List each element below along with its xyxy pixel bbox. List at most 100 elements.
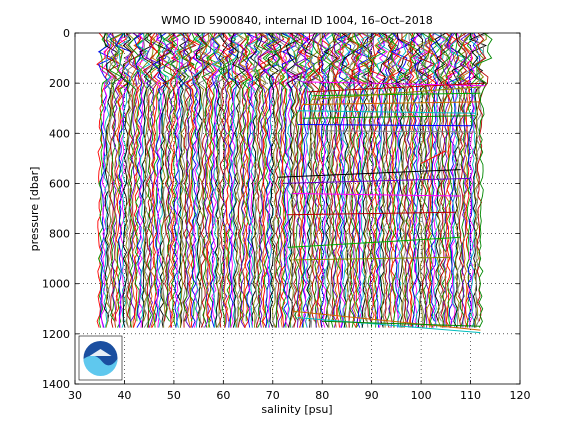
y-tick-label: 1200 xyxy=(42,328,70,341)
profile-line xyxy=(111,33,126,328)
y-tick-label: 400 xyxy=(49,127,70,140)
profile-line xyxy=(336,33,352,328)
y-tick-label: 1000 xyxy=(42,278,70,291)
x-tick-label: 120 xyxy=(510,389,531,402)
profile-line xyxy=(96,33,111,328)
profile-line xyxy=(376,33,393,322)
outlier-line xyxy=(322,130,476,133)
profile-line xyxy=(182,33,200,328)
profile-line xyxy=(335,33,350,328)
outlier-line xyxy=(282,177,471,184)
outlier-line xyxy=(287,236,461,248)
profile-line xyxy=(367,33,380,328)
profile-line xyxy=(416,33,432,322)
outlier-line xyxy=(292,310,481,331)
profile-line xyxy=(249,33,265,322)
profile-line xyxy=(134,33,148,322)
profile-line xyxy=(386,33,401,322)
x-axis-title: salinity [psu] xyxy=(261,403,332,416)
profile-line xyxy=(246,33,263,328)
profile-line xyxy=(352,33,370,328)
profile-line xyxy=(174,33,189,328)
y-tick-label: 600 xyxy=(49,177,70,190)
profile-line xyxy=(142,33,159,328)
profile-line xyxy=(143,33,157,328)
profile-line xyxy=(211,33,228,328)
profile-line xyxy=(186,33,201,328)
profile-line xyxy=(230,33,246,328)
profile-line xyxy=(163,33,179,322)
profile-line xyxy=(473,33,487,328)
profile-line xyxy=(156,33,171,328)
profile-line xyxy=(361,33,376,328)
outlier-line xyxy=(277,169,461,178)
data-series-group xyxy=(96,33,493,334)
profile-line xyxy=(199,33,213,328)
profile-line xyxy=(476,33,493,328)
y-tick-label: 200 xyxy=(49,77,70,90)
profile-line xyxy=(150,33,165,328)
profile-line xyxy=(130,33,145,328)
profile-line xyxy=(434,33,447,322)
profile-line xyxy=(279,33,294,328)
outlier-line xyxy=(302,101,481,105)
outlier-line xyxy=(297,110,476,114)
profile-line xyxy=(369,33,387,322)
profile-line xyxy=(114,33,130,328)
axes-frame xyxy=(74,32,521,385)
noaa-logo xyxy=(78,335,123,381)
outlier-line xyxy=(312,86,481,100)
profile-line xyxy=(109,33,124,322)
profile-line xyxy=(117,33,133,328)
profile-line xyxy=(102,33,112,328)
plot-area: 30 40 50 60 70 80 90 100 110 12002004006008001000… xyxy=(42,27,531,402)
profile-line xyxy=(221,33,237,328)
profile-line xyxy=(308,33,323,322)
profile-line xyxy=(430,33,442,322)
x-tick-label: 90 xyxy=(365,389,379,402)
outlier-line xyxy=(302,115,476,119)
profile-line xyxy=(210,33,225,322)
outlier-line xyxy=(420,150,447,164)
profile-line xyxy=(279,33,296,328)
profile-line xyxy=(222,33,236,328)
y-axis-title: pressure [dbar] xyxy=(28,167,41,252)
profile-line xyxy=(331,33,347,328)
x-tick-label: 110 xyxy=(460,389,481,402)
outlier-line xyxy=(322,320,481,327)
profile-line xyxy=(146,33,161,328)
profile-line xyxy=(281,33,298,328)
profile-line xyxy=(290,33,305,328)
profile-line xyxy=(354,33,372,328)
x-tick-label: 100 xyxy=(411,389,432,402)
profile-line xyxy=(245,33,261,328)
profile-line xyxy=(453,33,470,328)
profile-line xyxy=(160,33,175,328)
profile-line xyxy=(345,33,361,328)
profile-line xyxy=(266,33,282,328)
profile-line xyxy=(139,33,156,322)
profile-line xyxy=(264,33,280,328)
profile-line xyxy=(426,33,442,328)
x-tick-label: 60 xyxy=(216,389,230,402)
profile-line xyxy=(191,33,205,328)
profile-line xyxy=(454,33,467,322)
profile-line xyxy=(105,33,120,328)
profile-line xyxy=(356,33,374,322)
profile-line xyxy=(201,33,218,328)
profile-line xyxy=(460,33,473,328)
profile-line xyxy=(168,33,182,328)
profile-line xyxy=(123,33,140,328)
profile-line xyxy=(467,33,481,328)
x-tick-label: 40 xyxy=(117,389,131,402)
profile-line xyxy=(252,33,267,328)
chart-title: WMO ID 5900840, internal ID 1004, 16–Oct… xyxy=(161,14,433,27)
x-tick-label: 50 xyxy=(167,389,181,402)
y-tick-label: 1400 xyxy=(42,378,70,391)
x-tick-label: 70 xyxy=(266,389,280,402)
profile-line xyxy=(213,33,229,328)
outlier-line xyxy=(292,193,461,197)
profile-line xyxy=(230,33,244,328)
profile-line xyxy=(255,33,270,328)
